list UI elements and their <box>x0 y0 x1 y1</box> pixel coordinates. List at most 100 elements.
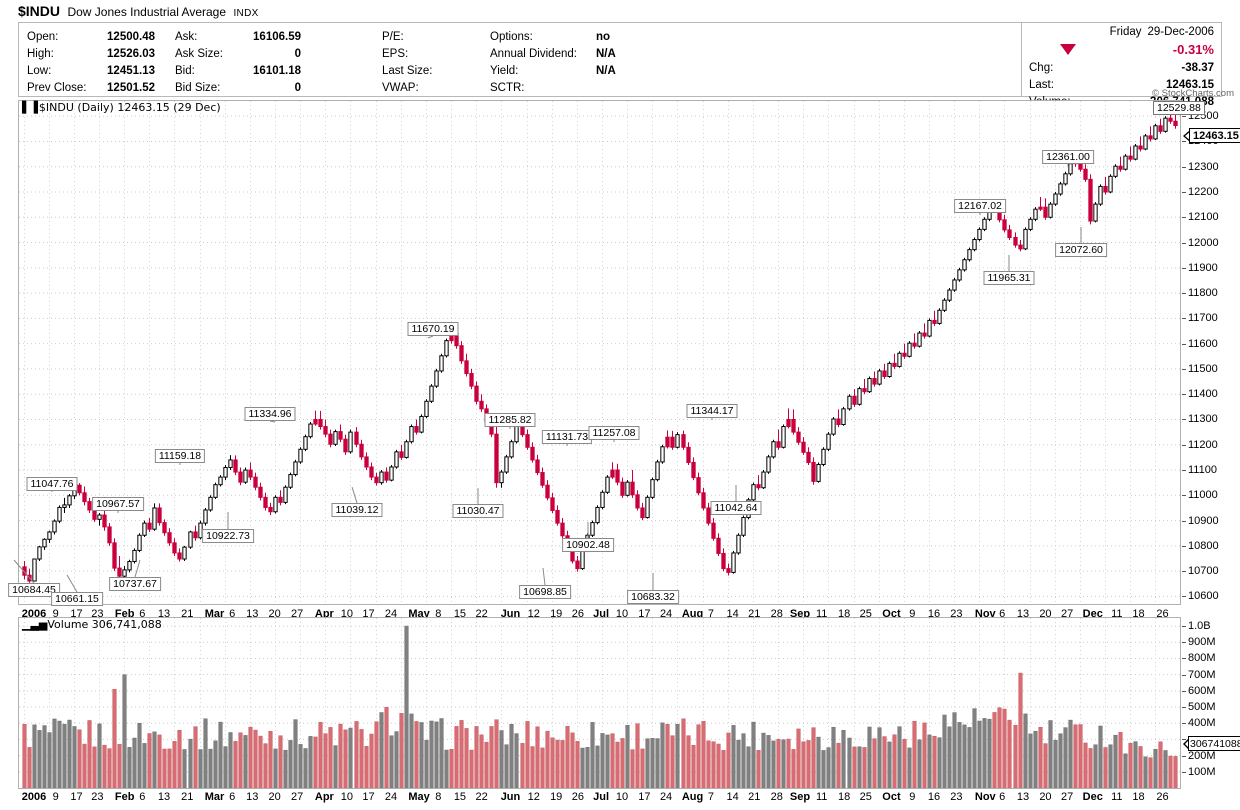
volume-chart-panel[interactable] <box>18 617 1181 789</box>
date-axis-label: Dec <box>1082 791 1103 803</box>
date-axis-label: 9 <box>52 608 59 620</box>
volume-axis-label: 100M <box>1188 765 1216 778</box>
volume-axis-label: 400M <box>1188 717 1216 730</box>
price-axis-label: 11600 <box>1188 337 1218 350</box>
date-axis-label: 24 <box>384 791 398 803</box>
price-y-axis: 1250012400123001220012100120001190011800… <box>1182 100 1240 605</box>
volume-axis-label: 500M <box>1188 701 1216 714</box>
price-annotation-label: 11670.19 <box>407 322 459 336</box>
date-axis-label: May <box>408 791 430 803</box>
percent-change-value: -0.31% <box>1172 42 1214 57</box>
quote-summary-panel: Friday 29-Dec-2006 -0.31% Chg: -38.37 Las… <box>1021 22 1222 108</box>
price-axis-label: 11300 <box>1188 413 1218 426</box>
price-axis-label: 12100 <box>1188 211 1219 224</box>
date-axis-label: 24 <box>659 791 673 803</box>
price-axis-tick <box>1182 571 1186 573</box>
date-axis-label: 20 <box>1039 791 1052 803</box>
price-annotation-label: 12361.00 <box>1042 150 1094 164</box>
open-label: Open: <box>27 31 59 43</box>
date-axis-label: 26 <box>1156 791 1169 803</box>
price-annotation-label: 11047.76 <box>26 477 78 491</box>
ask-value: 16106.59 <box>253 31 301 43</box>
chg-value: -38.37 <box>1181 62 1214 74</box>
price-axis-label: 11500 <box>1188 362 1218 375</box>
pe-label: P/E: <box>382 31 404 43</box>
vwap-label: VWAP: <box>382 82 419 94</box>
quote-row-open: Open: 12500.48 <box>27 29 155 46</box>
price-annotation-label: 11285.82 <box>484 413 536 427</box>
yield-value: N/A <box>596 65 616 77</box>
date-axis-label: 11 <box>1111 791 1123 803</box>
low-label: Low: <box>27 65 52 77</box>
quote-column-bidask: Ask: 16106.59 Ask Size: 0 Bid: 16101.18 Bid… <box>175 29 301 97</box>
price-annotation-label: 11257.08 <box>588 426 640 440</box>
date-axis-bottom: 2006 9 17 23 Feb 6 13 21 Mar 6 13 20 27 Apr 10 17 24 May 8… <box>18 790 1181 806</box>
high-value: 12526.03 <box>107 48 155 60</box>
date-axis-label: 17 <box>70 791 83 803</box>
price-axis-label: 11400 <box>1188 388 1218 401</box>
prev-close-value: 12501.52 <box>107 82 155 94</box>
date-axis-label: 19 <box>550 791 563 803</box>
price-axis-tick <box>1182 242 1186 244</box>
quote-row-ask: Ask: 16106.59 <box>175 29 301 46</box>
volume-axis-tick <box>1182 723 1186 725</box>
quote-weekday: Friday <box>1109 26 1142 38</box>
date-axis-label: 11 <box>1111 608 1123 620</box>
date-axis-label: Jul <box>593 791 610 803</box>
eps-label: EPS: <box>382 48 409 60</box>
price-axis-tick <box>1182 596 1186 598</box>
ask-label: Ask: <box>175 31 198 43</box>
last-label: Last: <box>1029 79 1054 91</box>
last-price-callout-text: 12463.15 <box>1189 128 1240 143</box>
date-axis-label: Nov <box>974 791 996 803</box>
date-axis-label: 20 <box>268 791 281 803</box>
price-axis-tick <box>1182 444 1186 446</box>
high-price-callout: 12529.88 <box>1153 101 1205 115</box>
price-axis-label: 10800 <box>1188 539 1219 552</box>
price-annotation-label: 11965.31 <box>983 271 1035 285</box>
date-axis-label: 12 <box>527 791 540 803</box>
bid-value: 16101.18 <box>253 65 301 77</box>
price-annotation-label: 10967.57 <box>92 497 144 511</box>
price-axis-tick <box>1182 343 1186 345</box>
price-annotation-label: 11131.73 <box>541 430 593 444</box>
price-axis-label: 11900 <box>1188 261 1218 274</box>
quote-column-meta: Options: no Annual Dividend: N/A Yield: N/A… <box>490 29 636 97</box>
date-axis-label: 25 <box>859 791 872 803</box>
date-axis-label: 22 <box>475 791 488 803</box>
high-price-callout-text: 12529.88 <box>1153 101 1205 115</box>
quote-row-vwap: VWAP: <box>382 80 472 97</box>
symbol-header: $INDU Dow Jones Industrial Average INDX <box>18 3 259 21</box>
price-annotation-label: 11039.12 <box>331 503 383 517</box>
quote-row-options: Options: no <box>490 29 636 46</box>
volume-y-axis: 1.0B900M800M700M600M500M400M300M200M100M <box>1182 617 1240 789</box>
price-axis-label: 11800 <box>1188 287 1218 300</box>
price-axis-tick <box>1182 545 1186 547</box>
price-chart-panel[interactable] <box>18 100 1181 605</box>
price-annotation-label: 11344.17 <box>686 404 738 418</box>
date-axis-label: 13 <box>1016 791 1030 803</box>
yield-label: Yield: <box>490 65 519 77</box>
price-axis-label: 11100 <box>1188 464 1217 477</box>
price-annotation-label: 10902.48 <box>562 538 614 552</box>
prev-close-label: Prev Close: <box>27 82 87 94</box>
percent-change-row: -0.31% <box>1022 40 1221 60</box>
volume-axis-tick <box>1182 626 1186 628</box>
date-axis-label: 23 <box>950 791 963 803</box>
price-axis-label: 11000 <box>1188 489 1218 502</box>
chg-label: Chg: <box>1029 62 1054 74</box>
quote-row-dividend: Annual Dividend: N/A <box>490 46 636 63</box>
date-axis-label: Jun <box>500 791 521 803</box>
date-axis-label: 13 <box>246 791 259 803</box>
price-axis-tick <box>1182 368 1186 370</box>
quote-date: 29-Dec-2006 <box>1147 26 1214 38</box>
date-axis-label: Aug <box>681 791 704 803</box>
volume-axis-label: 700M <box>1188 668 1216 681</box>
options-value: no <box>596 31 611 43</box>
date-axis-label: 8 <box>435 791 442 803</box>
volume-axis-label: 200M <box>1188 749 1216 762</box>
volume-axis-label: 900M <box>1188 636 1216 649</box>
volume-axis-label: 1.0B <box>1188 620 1211 633</box>
price-annotation-label: 11030.47 <box>452 504 504 518</box>
